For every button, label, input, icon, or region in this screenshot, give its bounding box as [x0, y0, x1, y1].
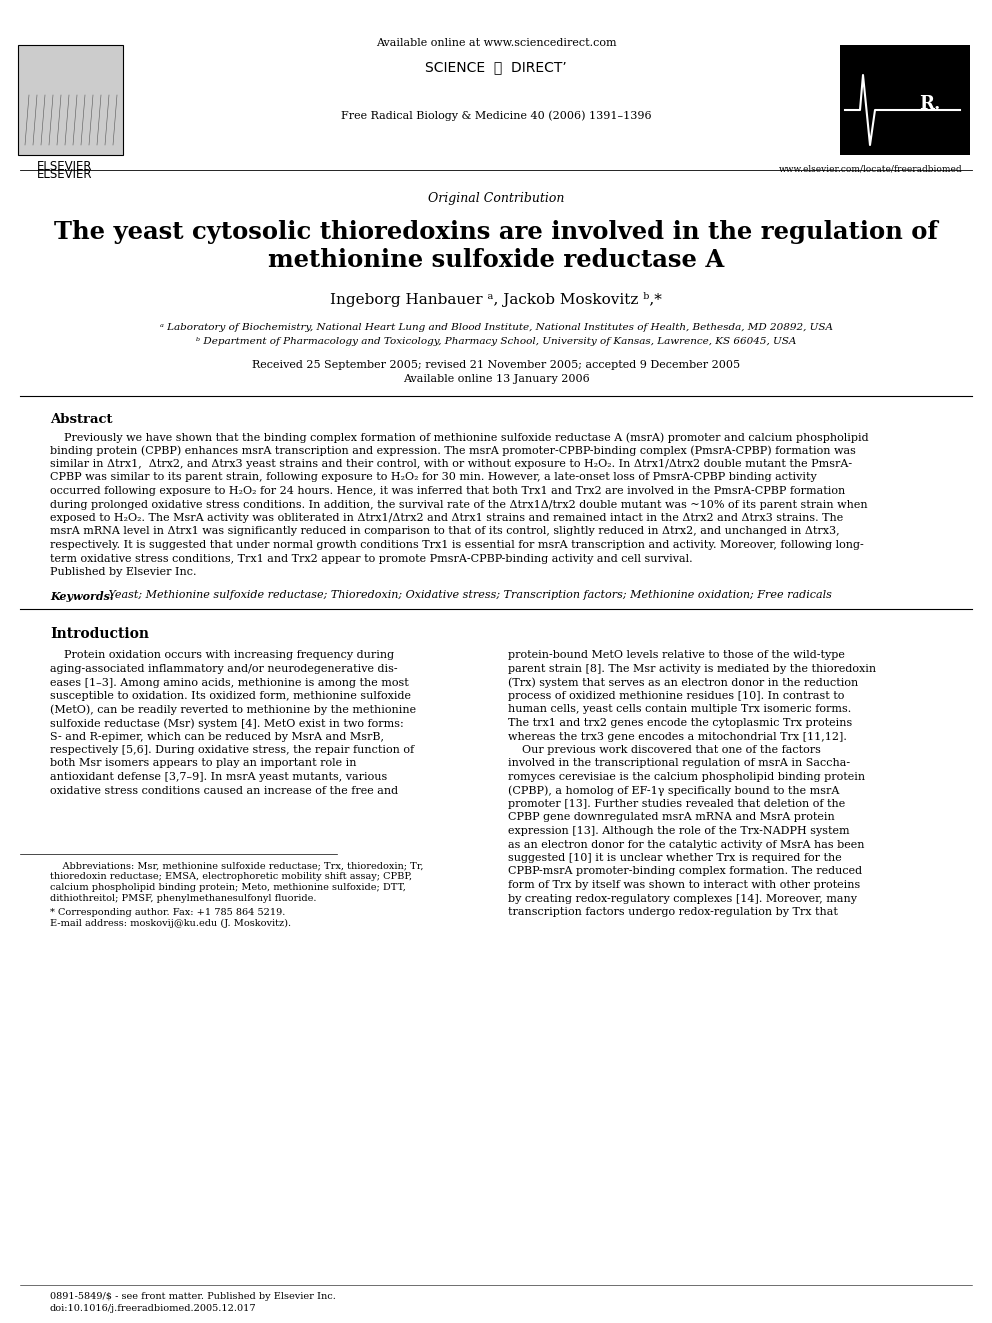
Text: Yeast; Methionine sulfoxide reductase; Thioredoxin; Oxidative stress; Transcript: Yeast; Methionine sulfoxide reductase; T…: [105, 590, 832, 601]
Text: dithiothreitol; PMSF, phenylmethanesulfonyl fluoride.: dithiothreitol; PMSF, phenylmethanesulfo…: [50, 894, 316, 904]
Text: Original Contribution: Original Contribution: [428, 192, 564, 205]
Text: romyces cerevisiae is the calcium phospholipid binding protein: romyces cerevisiae is the calcium phosph…: [508, 773, 865, 782]
Text: Keywords:: Keywords:: [50, 590, 114, 602]
Text: The yeast cytosolic thioredoxins are involved in the regulation of: The yeast cytosolic thioredoxins are inv…: [54, 220, 938, 243]
Text: transcription factors undergo redox-regulation by Trx that: transcription factors undergo redox-regu…: [508, 908, 838, 917]
Text: CPBP was similar to its parent strain, following exposure to H₂O₂ for 30 min. Ho: CPBP was similar to its parent strain, f…: [50, 472, 816, 483]
Text: exposed to H₂O₂. The MsrA activity was obliterated in Δtrx1/Δtrx2 and Δtrx1 stra: exposed to H₂O₂. The MsrA activity was o…: [50, 513, 843, 523]
Text: ᵇ Department of Pharmacology and Toxicology, Pharmacy School, University of Kans: ᵇ Department of Pharmacology and Toxicol…: [195, 337, 797, 347]
Text: respectively. It is suggested that under normal growth conditions Trx1 is essent: respectively. It is suggested that under…: [50, 540, 864, 550]
Text: parent strain [8]. The Msr activity is mediated by the thioredoxin: parent strain [8]. The Msr activity is m…: [508, 664, 876, 673]
Text: Available online 13 January 2006: Available online 13 January 2006: [403, 374, 589, 384]
Text: www.elsevier.com/locate/freeradbiomed: www.elsevier.com/locate/freeradbiomed: [779, 165, 962, 175]
Text: calcium phospholipid binding protein; Meto, methionine sulfoxide; DTT,: calcium phospholipid binding protein; Me…: [50, 882, 406, 892]
Text: promoter [13]. Further studies revealed that deletion of the: promoter [13]. Further studies revealed …: [508, 799, 845, 808]
Text: sulfoxide reductase (Msr) system [4]. MetO exist in two forms:: sulfoxide reductase (Msr) system [4]. Me…: [50, 718, 404, 729]
Text: human cells, yeast cells contain multiple Trx isomeric forms.: human cells, yeast cells contain multipl…: [508, 705, 851, 714]
Text: CPBP-msrA promoter-binding complex formation. The reduced: CPBP-msrA promoter-binding complex forma…: [508, 867, 862, 877]
Bar: [18, 45, 123, 155]
Text: 0891-5849/$ - see front matter. Published by Elsevier Inc.: 0891-5849/$ - see front matter. Publishe…: [50, 1293, 336, 1301]
Text: CPBP gene downregulated msrA mRNA and MsrA protein: CPBP gene downregulated msrA mRNA and Ms…: [508, 812, 834, 823]
Text: (CPBP), a homolog of EF-1γ specifically bound to the msrA: (CPBP), a homolog of EF-1γ specifically …: [508, 786, 839, 796]
Text: * Corresponding author. Fax: +1 785 864 5219.: * Corresponding author. Fax: +1 785 864 …: [50, 908, 286, 917]
Text: The trx1 and trx2 genes encode the cytoplasmic Trx proteins: The trx1 and trx2 genes encode the cytop…: [508, 718, 852, 728]
Text: aging-associated inflammatory and/or neurodegenerative dis-: aging-associated inflammatory and/or neu…: [50, 664, 398, 673]
Text: Our previous work discovered that one of the factors: Our previous work discovered that one of…: [508, 745, 820, 755]
Text: Previously we have shown that the binding complex formation of methionine sulfox: Previously we have shown that the bindin…: [50, 433, 869, 443]
Text: ELSEVIER: ELSEVIER: [38, 168, 92, 181]
Text: msrA mRNA level in Δtrx1 was significantly reduced in comparison to that of its : msrA mRNA level in Δtrx1 was significant…: [50, 527, 839, 537]
Text: SCIENCE  ⓐ  DIRECT’: SCIENCE ⓐ DIRECT’: [426, 60, 566, 74]
Text: form of Trx by itself was shown to interact with other proteins: form of Trx by itself was shown to inter…: [508, 880, 860, 890]
Text: oxidative stress conditions caused an increase of the free and: oxidative stress conditions caused an in…: [50, 786, 398, 795]
Text: involved in the transcriptional regulation of msrA in Saccha-: involved in the transcriptional regulati…: [508, 758, 850, 769]
Text: thioredoxin reductase; EMSA, electrophoretic mobility shift assay; CPBP,: thioredoxin reductase; EMSA, electrophor…: [50, 872, 412, 881]
Text: Protein oxidation occurs with increasing frequency during: Protein oxidation occurs with increasing…: [50, 651, 394, 660]
Text: methionine sulfoxide reductase A: methionine sulfoxide reductase A: [268, 247, 724, 273]
Text: Introduction: Introduction: [50, 627, 149, 640]
Text: S- and R-epimer, which can be reduced by MsrA and MsrB,: S- and R-epimer, which can be reduced by…: [50, 732, 384, 741]
Text: occurred following exposure to H₂O₂ for 24 hours. Hence, it was inferred that bo: occurred following exposure to H₂O₂ for …: [50, 486, 845, 496]
Text: process of oxidized methionine residues [10]. In contrast to: process of oxidized methionine residues …: [508, 691, 844, 701]
Text: similar in Δtrx1,  Δtrx2, and Δtrx3 yeast strains and their control, with or wit: similar in Δtrx1, Δtrx2, and Δtrx3 yeast…: [50, 459, 852, 468]
Text: eases [1–3]. Among amino acids, methionine is among the most: eases [1–3]. Among amino acids, methioni…: [50, 677, 409, 688]
Bar: [840, 45, 970, 155]
Text: binding protein (CPBP) enhances msrA transcription and expression. The msrA prom: binding protein (CPBP) enhances msrA tra…: [50, 446, 856, 456]
Text: whereas the trx3 gene encodes a mitochondrial Trx [11,12].: whereas the trx3 gene encodes a mitochon…: [508, 732, 847, 741]
Text: ELSEVIER: ELSEVIER: [38, 160, 92, 173]
Text: E-mail address: moskovij@ku.edu (J. Moskovitz).: E-mail address: moskovij@ku.edu (J. Mosk…: [50, 919, 291, 929]
Text: R.: R.: [920, 95, 940, 112]
Text: (Trx) system that serves as an electron donor in the reduction: (Trx) system that serves as an electron …: [508, 677, 858, 688]
Text: respectively [5,6]. During oxidative stress, the repair function of: respectively [5,6]. During oxidative str…: [50, 745, 414, 755]
Text: by creating redox-regulatory complexes [14]. Moreover, many: by creating redox-regulatory complexes […: [508, 893, 857, 904]
Text: expression [13]. Although the role of the Trx-NADPH system: expression [13]. Although the role of th…: [508, 826, 849, 836]
Text: susceptible to oxidation. Its oxidized form, methionine sulfoxide: susceptible to oxidation. Its oxidized f…: [50, 691, 411, 701]
Text: ᵃ Laboratory of Biochemistry, National Heart Lung and Blood Institute, National : ᵃ Laboratory of Biochemistry, National H…: [160, 323, 832, 332]
Text: Ingeborg Hanbauer ᵃ, Jackob Moskovitz ᵇ,*: Ingeborg Hanbauer ᵃ, Jackob Moskovitz ᵇ,…: [330, 292, 662, 307]
Text: (MetO), can be readily reverted to methionine by the methionine: (MetO), can be readily reverted to methi…: [50, 705, 416, 714]
Text: suggested [10] it is unclear whether Trx is required for the: suggested [10] it is unclear whether Trx…: [508, 853, 842, 863]
Text: doi:10.1016/j.freeradbiomed.2005.12.017: doi:10.1016/j.freeradbiomed.2005.12.017: [50, 1304, 257, 1312]
Text: both Msr isomers appears to play an important role in: both Msr isomers appears to play an impo…: [50, 758, 356, 769]
Text: Free Radical Biology & Medicine 40 (2006) 1391–1396: Free Radical Biology & Medicine 40 (2006…: [340, 110, 652, 120]
Text: as an electron donor for the catalytic activity of MsrA has been: as an electron donor for the catalytic a…: [508, 840, 864, 849]
Text: antioxidant defense [3,7–9]. In msrA yeast mutants, various: antioxidant defense [3,7–9]. In msrA yea…: [50, 773, 387, 782]
Text: term oxidative stress conditions, Trx1 and Trx2 appear to promote PmsrA-CPBP-bin: term oxidative stress conditions, Trx1 a…: [50, 553, 692, 564]
Text: during prolonged oxidative stress conditions. In addition, the survival rate of : during prolonged oxidative stress condit…: [50, 500, 868, 509]
Text: Abbreviations: Msr, methionine sulfoxide reductase; Trx, thioredoxin; Tr,: Abbreviations: Msr, methionine sulfoxide…: [50, 861, 424, 871]
Text: protein-bound MetO levels relative to those of the wild-type: protein-bound MetO levels relative to th…: [508, 651, 845, 660]
Text: Published by Elsevier Inc.: Published by Elsevier Inc.: [50, 568, 196, 577]
Text: Received 25 September 2005; revised 21 November 2005; accepted 9 December 2005: Received 25 September 2005; revised 21 N…: [252, 360, 740, 370]
Text: Abstract: Abstract: [50, 413, 112, 426]
Text: Available online at www.sciencedirect.com: Available online at www.sciencedirect.co…: [376, 38, 616, 48]
